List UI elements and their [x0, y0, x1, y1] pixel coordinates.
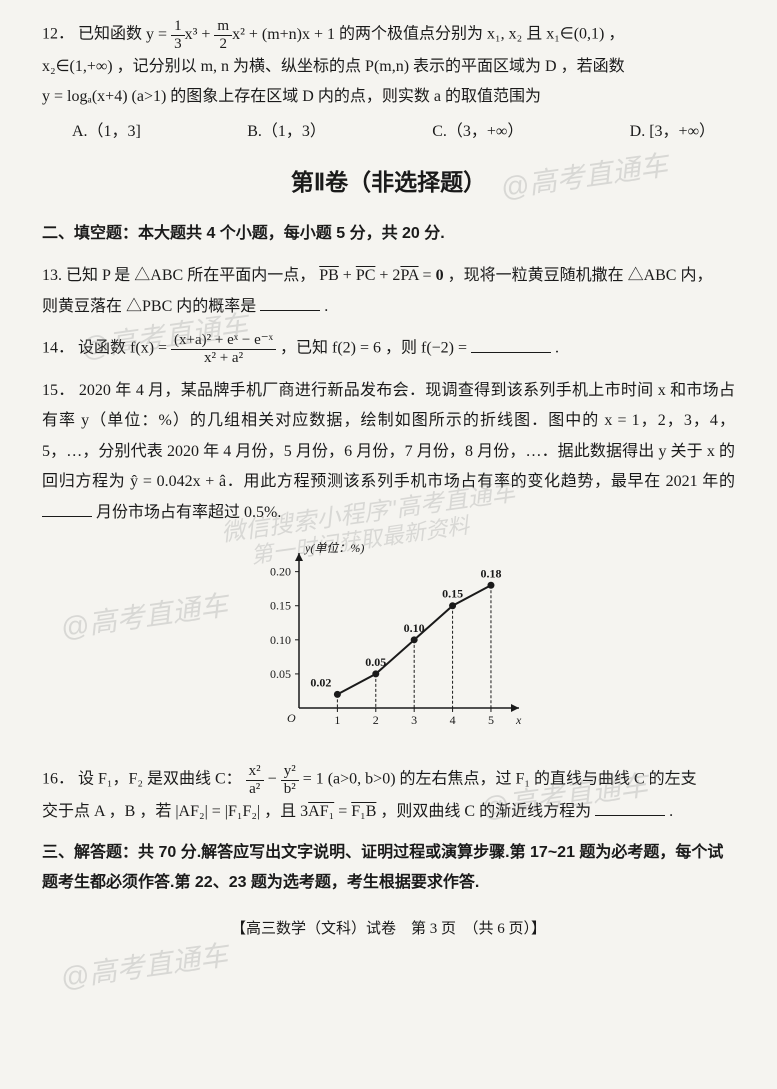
- svg-text:1: 1: [334, 713, 340, 727]
- q13-num: 13.: [42, 267, 62, 284]
- question-14: 14． 设函数 f(x) = (x+a)² + eˣ − e⁻ˣ x² + a²…: [42, 332, 735, 366]
- q16-frac1: x²a²: [246, 763, 264, 797]
- blank-13: [260, 295, 320, 311]
- q12-eq: y = 13x³ + m2x² + (m+n)x + 1: [146, 26, 335, 43]
- q12-text: 的两个极值点分别为 x₁, x₂ 且 x₁∈(0,1) ，: [339, 26, 624, 43]
- q13-vec: PB + PC + 2PA = 0: [319, 267, 443, 284]
- question-16: 16． 设 F₁，F₂ 是双曲线 C： x²a² − y²b² = 1 (a>0…: [42, 763, 735, 827]
- svg-text:x: x: [515, 713, 522, 727]
- q12-text: 已知函数: [78, 26, 146, 43]
- q15-num: 15．: [42, 382, 75, 399]
- question-15: 15． 2020 年 4 月，某品牌手机厂商进行新品发布会．现调查得到该系列手机…: [42, 376, 735, 528]
- page-footer: 【高三数学（文科）试卷 第 3 页 （共 6 页）】: [42, 915, 735, 944]
- svg-text:0.10: 0.10: [403, 621, 424, 635]
- svg-text:0.05: 0.05: [365, 655, 386, 669]
- svg-text:0.18: 0.18: [480, 566, 501, 580]
- blank-14: [471, 337, 551, 353]
- svg-text:3: 3: [411, 713, 417, 727]
- svg-text:0.20: 0.20: [270, 565, 291, 579]
- svg-text:0.10: 0.10: [270, 633, 291, 647]
- q15-text: 2020 年 4 月，某品牌手机厂商进行新品发布会．现调查得到该系列手机上市时间…: [42, 382, 735, 490]
- section-2-title: 第Ⅱ卷（非选择题）: [42, 161, 735, 205]
- svg-text:0.05: 0.05: [270, 667, 291, 681]
- section-3: 三、解答题：共 70 分.解答应写出文字说明、证明过程或演算步骤.第 17~21…: [42, 838, 735, 899]
- blank-16: [595, 800, 665, 816]
- option-d: D. [3，+∞）: [630, 117, 715, 147]
- q16-frac2: y²b²: [281, 763, 299, 797]
- svg-text:y(单位：%): y(单位：%): [304, 541, 364, 555]
- q14-end: .: [555, 340, 559, 357]
- q14-fx: f(x) =: [130, 340, 171, 357]
- q14-text: ，已知 f(2) = 6 ，则 f(−2) =: [280, 340, 471, 357]
- q13-end: .: [324, 298, 328, 315]
- q14-num: 14．: [42, 340, 74, 357]
- q16-eq: =: [334, 803, 351, 820]
- q16-text: 交于点 A ，B ，若 |AF₂| = |F₁F₂| ，且 3: [42, 803, 308, 820]
- svg-text:5: 5: [487, 713, 493, 727]
- svg-text:4: 4: [449, 713, 455, 727]
- vec-af1: AF₁: [308, 803, 334, 820]
- svg-text:0.02: 0.02: [310, 675, 331, 689]
- q16-text: 设 F₁，F₂ 是双曲线 C：: [78, 771, 242, 788]
- vec-f1b: F₁B: [351, 803, 376, 820]
- svg-text:0.15: 0.15: [442, 587, 463, 601]
- chart-q15: 0.05 0.10 0.15 0.20 1 2 3 4 5 0.02 0.05 0.10 0.15 0.1…: [42, 538, 735, 749]
- q16-text: = 1 (a>0, b>0) 的左右焦点，过 F₁ 的直线与曲线 C 的左支: [303, 771, 697, 788]
- q13-text: 已知 P 是 △ABC 所在平面内一点，: [66, 267, 315, 284]
- option-c: C.（3，+∞）: [432, 117, 523, 147]
- blank-15: [42, 501, 92, 517]
- q16-minus: −: [268, 771, 281, 788]
- q16-text: ，则双曲线 C 的渐近线方程为: [376, 803, 595, 820]
- question-13: 13. 已知 P 是 △ABC 所在平面内一点， PB + PC + 2PA =…: [42, 261, 735, 322]
- q14-text: 设函数: [78, 340, 130, 357]
- q15-text: 月份市场占有率超过 0.5%.: [96, 504, 281, 521]
- svg-text:0.15: 0.15: [270, 599, 291, 613]
- q13-text: 则黄豆落在 △PBC 内的概率是: [42, 298, 256, 315]
- q16-end: .: [669, 803, 673, 820]
- q13-text: ，现将一粒黄豆随机撒在 △ABC 内，: [448, 267, 713, 284]
- q12-line2: x₂∈(1,+∞) ，记分别以 m, n 为横、纵坐标的点 P(m,n) 表示的…: [42, 52, 735, 82]
- q16-num: 16．: [42, 771, 74, 788]
- svg-text:O: O: [287, 711, 296, 725]
- q12-options: A.（1，3] B.（1，3） C.（3，+∞） D. [3，+∞）: [42, 113, 735, 147]
- section-2-sub: 二、填空题：本大题共 4 个小题，每小题 5 分，共 20 分.: [42, 219, 735, 249]
- q12-line3: y = logₐ(x+4) (a>1) 的图象上存在区域 D 内的点，则实数 a…: [42, 82, 735, 112]
- q14-frac: (x+a)² + eˣ − e⁻ˣ x² + a²: [171, 332, 276, 366]
- svg-text:2: 2: [372, 713, 378, 727]
- option-a: A.（1，3]: [72, 117, 141, 147]
- q12-num: 12．: [42, 26, 74, 43]
- option-b: B.（1，3）: [247, 117, 326, 147]
- question-12: 12． 已知函数 y = 13x³ + m2x² + (m+n)x + 1 的两…: [42, 18, 735, 147]
- chart-svg: 0.05 0.10 0.15 0.20 1 2 3 4 5 0.02 0.05 0.10 0.15 0.1…: [244, 538, 534, 738]
